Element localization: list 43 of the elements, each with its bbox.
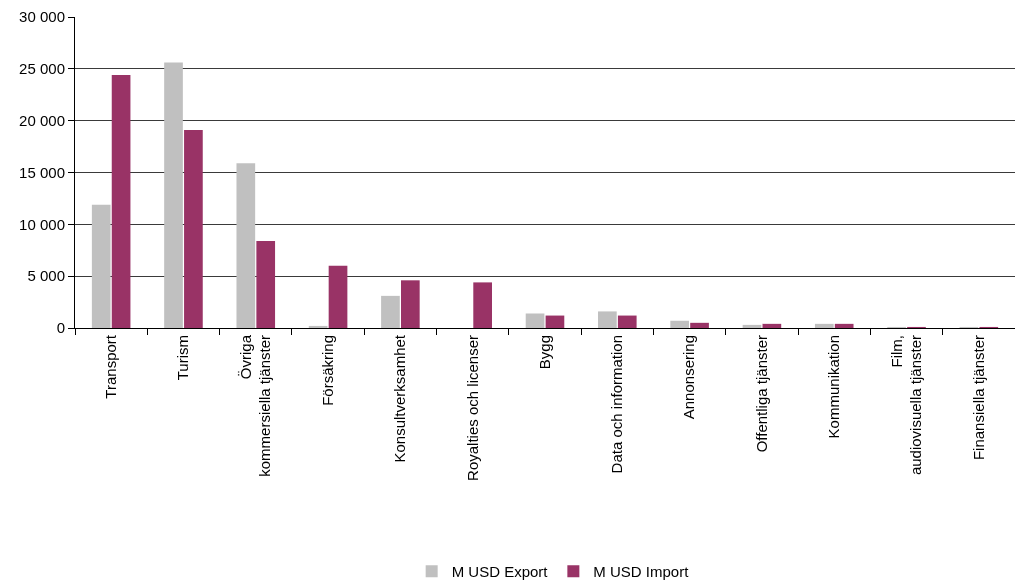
x-tick-label: Film, audiovisuella tjänster (887, 335, 925, 476)
x-tick-label: Royalties och licenser (463, 335, 481, 481)
x-tick-label: Bygg (535, 335, 553, 370)
y-tick-label: 25 000 (19, 60, 65, 78)
bar (111, 75, 131, 328)
x-tick-label: Annonsering (680, 335, 698, 420)
legend-label: M USD Export (451, 563, 549, 581)
bar (762, 323, 782, 328)
x-tick-label: Konsultverksamhet (391, 334, 409, 463)
bar (236, 163, 256, 328)
bar (381, 295, 400, 328)
x-tick-label: Övriga kommersiella tjänster (236, 334, 274, 477)
bar (545, 315, 565, 328)
bar (164, 62, 183, 328)
bar (617, 315, 637, 328)
x-tick-label: Data och information (608, 335, 626, 474)
bar (690, 322, 709, 328)
bar (184, 130, 203, 328)
bar (473, 282, 492, 328)
bar (834, 323, 854, 328)
x-tick-label: Försäkring (318, 335, 336, 406)
x-tick-label: Finansiella tjänster (969, 335, 987, 461)
x-tick-label: Offentliga tjänster (752, 335, 770, 453)
bar (598, 311, 617, 328)
bar (91, 204, 111, 328)
bar (525, 313, 545, 328)
x-tick-label: Transport (102, 334, 120, 399)
y-tick-label: 5 000 (27, 267, 65, 285)
bar (256, 240, 276, 328)
y-tick-label: 0 (56, 319, 65, 337)
bar (670, 320, 690, 328)
y-tick-label: 30 000 (19, 8, 65, 26)
x-tick-label: Kommunikation (825, 335, 843, 439)
bar (308, 325, 328, 328)
y-tick-label: 10 000 (19, 215, 65, 233)
y-tick-label: 15 000 (19, 163, 65, 181)
x-tick-label: Turism (174, 335, 192, 381)
bar (814, 323, 834, 328)
legend-label: M USD Import (593, 563, 690, 581)
bar (742, 324, 762, 328)
bar (400, 280, 420, 328)
y-tick-label: 20 000 (19, 111, 65, 129)
bar (328, 265, 348, 328)
